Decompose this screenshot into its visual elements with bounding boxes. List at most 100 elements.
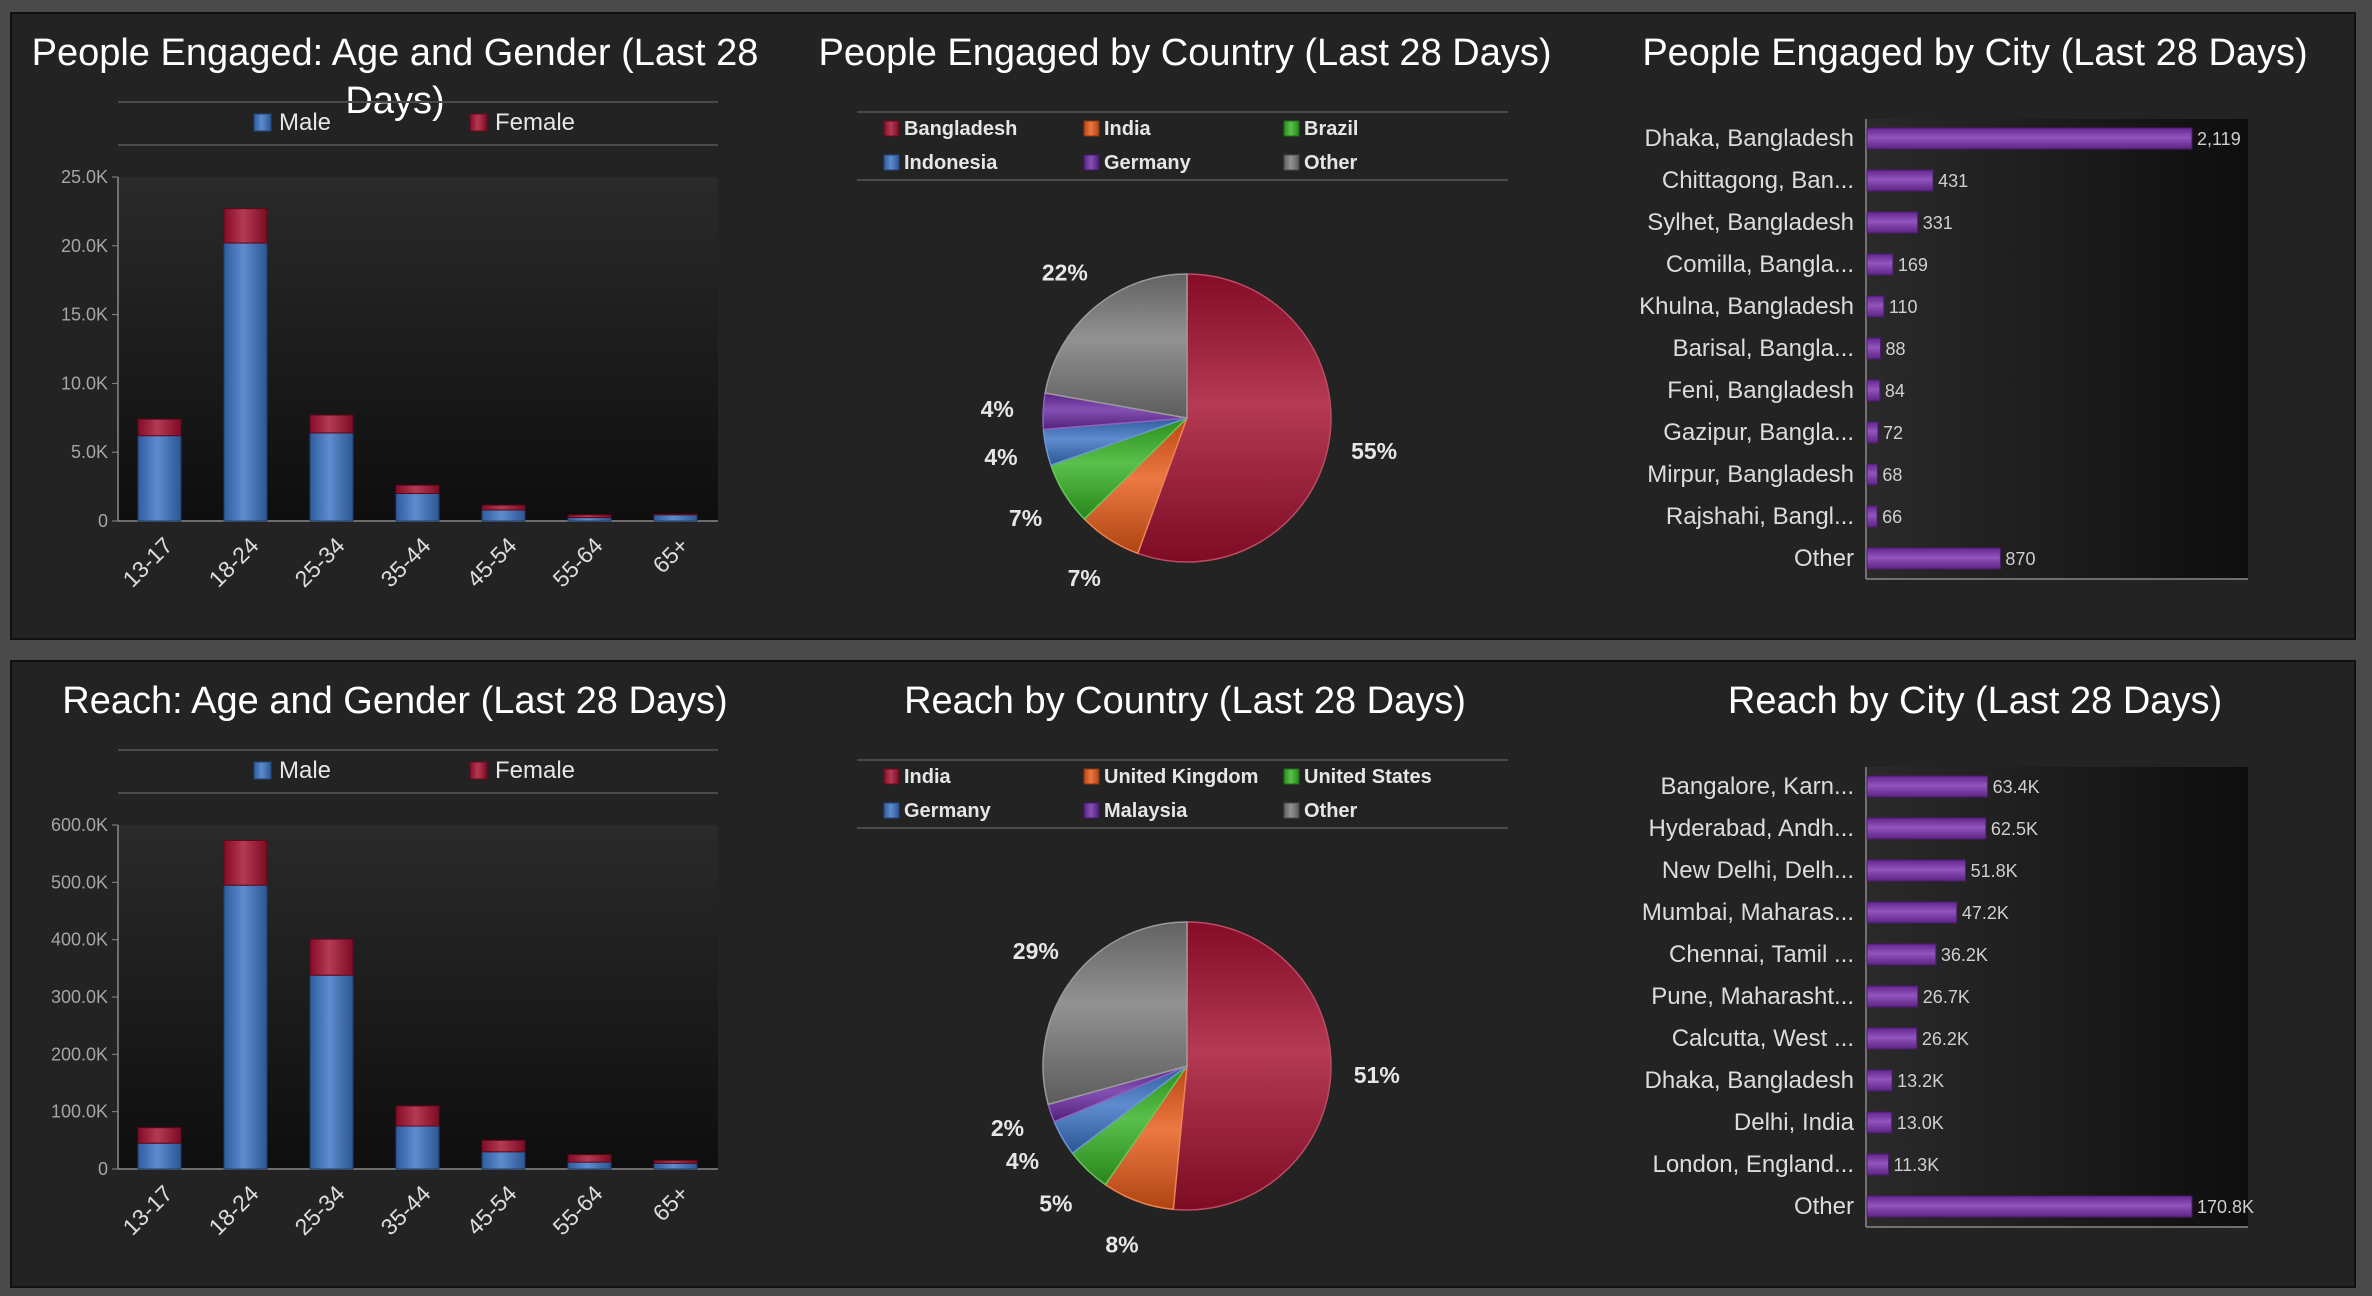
city-label: Calcutta, West ... bbox=[1672, 1025, 1854, 1052]
city-bar bbox=[1866, 985, 1919, 1008]
bar-value-label: 26.7K bbox=[1923, 987, 1970, 1007]
city-bar bbox=[1866, 463, 1878, 486]
y-tick-label: 100.0K bbox=[51, 1102, 108, 1122]
legend-label: Malaysia bbox=[1104, 800, 1188, 822]
bar-value-label: 110 bbox=[1889, 297, 1918, 317]
bar-segment-female bbox=[481, 504, 526, 511]
city-bar bbox=[1866, 547, 2001, 570]
bar-value-label: 13.2K bbox=[1897, 1071, 1944, 1091]
reach-charts-canvas: Reach: Age and Gender (Last 28 Days) Male… bbox=[51, 680, 2254, 1258]
bar-value-label: 63.4K bbox=[1993, 777, 2040, 797]
pie-slice bbox=[1136, 273, 1332, 563]
bar-segment-female bbox=[653, 513, 698, 516]
y-tick-label: 0 bbox=[98, 511, 108, 531]
legend-label: Indonesia bbox=[904, 152, 998, 174]
city-label: Mirpur, Bangladesh bbox=[1647, 461, 1854, 488]
city-label: Other bbox=[1794, 1193, 1854, 1220]
city-bar bbox=[1866, 211, 1919, 234]
city-bar bbox=[1866, 253, 1894, 276]
bar-value-label: 66 bbox=[1882, 507, 1902, 527]
city-bar bbox=[1866, 943, 1937, 966]
bar-segment-female bbox=[223, 839, 268, 886]
legend-swatch bbox=[1283, 802, 1300, 819]
y-tick-label: 20.0K bbox=[61, 236, 108, 256]
bar-segment-male bbox=[223, 242, 268, 522]
x-tick-label: 13-17 bbox=[118, 1180, 178, 1240]
legend-label: Germany bbox=[904, 800, 992, 822]
city-label: Pune, Maharasht... bbox=[1651, 983, 1854, 1010]
city-label: Gazipur, Bangla... bbox=[1663, 419, 1854, 446]
city-label: Dhaka, Bangladesh bbox=[1645, 1067, 1854, 1094]
bar-segment-male bbox=[223, 884, 268, 1170]
pie-percent-label: 8% bbox=[1105, 1232, 1138, 1258]
bar-segment-male bbox=[137, 435, 182, 522]
legend-swatch bbox=[469, 761, 488, 780]
bar-value-label: 170.8K bbox=[2197, 1197, 2254, 1217]
city-label: Mumbai, Maharas... bbox=[1642, 899, 1854, 926]
bar-segment-male bbox=[137, 1142, 182, 1170]
city-bar bbox=[1866, 127, 2193, 150]
y-tick-label: 25.0K bbox=[61, 167, 108, 187]
legend-label: Bangladesh bbox=[904, 118, 1017, 140]
bar-segment-male bbox=[567, 517, 612, 522]
engagement-panel: People Engaged: Age and Gender (Last 28 D… bbox=[10, 12, 2356, 640]
bar-value-label: 68 bbox=[1882, 465, 1902, 485]
pie-percent-label: 7% bbox=[1068, 565, 1101, 591]
legend-label: Other bbox=[1304, 152, 1358, 174]
y-tick-label: 0 bbox=[98, 1159, 108, 1179]
city-label: London, England... bbox=[1652, 1151, 1854, 1178]
pie-slice bbox=[1042, 921, 1188, 1106]
legend-label: United States bbox=[1304, 766, 1432, 788]
city-label: Other bbox=[1794, 545, 1854, 572]
city-label: Bangalore, Karn... bbox=[1661, 773, 1854, 800]
chart-title: People Engaged: Age and Gender (Last 28 D… bbox=[32, 32, 759, 122]
legend-swatch bbox=[1083, 768, 1100, 785]
legend-swatch bbox=[883, 154, 900, 171]
legend-swatch bbox=[1083, 120, 1100, 137]
bar-segment-male bbox=[653, 514, 698, 522]
city-bar bbox=[1866, 169, 1934, 192]
bar-value-label: 13.0K bbox=[1897, 1113, 1944, 1133]
pie-percent-label: 51% bbox=[1354, 1062, 1400, 1088]
bar-segment-male bbox=[567, 1161, 612, 1170]
bar-segment-female bbox=[309, 938, 354, 976]
city-bar bbox=[1866, 421, 1879, 444]
legend-swatch bbox=[1083, 802, 1100, 819]
bar-segment-male bbox=[395, 1125, 440, 1170]
legend-swatch bbox=[1283, 154, 1300, 171]
bar-value-label: 88 bbox=[1885, 339, 1905, 359]
city-label: Khulna, Bangladesh bbox=[1639, 293, 1854, 320]
pie-percent-label: 5% bbox=[1039, 1191, 1072, 1217]
pie-percent-label: 29% bbox=[1013, 938, 1059, 964]
legend-label: India bbox=[904, 766, 952, 788]
bar-segment-male bbox=[309, 432, 354, 522]
legend-swatch bbox=[253, 761, 272, 780]
city-bar bbox=[1866, 1195, 2193, 1218]
bar-segment-female bbox=[395, 484, 440, 494]
pie-slice bbox=[1044, 273, 1188, 419]
legend-swatch bbox=[883, 768, 900, 785]
legend-label: Female bbox=[495, 757, 575, 784]
y-tick-label: 15.0K bbox=[61, 305, 108, 325]
city-label: Barisal, Bangla... bbox=[1673, 335, 1854, 362]
pie-percent-label: 4% bbox=[981, 396, 1014, 422]
legend-swatch bbox=[1283, 120, 1300, 137]
legend-swatch bbox=[883, 802, 900, 819]
plot-background bbox=[1866, 767, 2248, 1227]
chart-title: People Engaged by City (Last 28 Days) bbox=[1642, 32, 2307, 74]
city-label: Rajshahi, Bangl... bbox=[1666, 503, 1854, 530]
city-label: Delhi, India bbox=[1734, 1109, 1855, 1136]
city-label: Comilla, Bangla... bbox=[1666, 251, 1854, 278]
legend-label: Male bbox=[279, 757, 331, 784]
bar-value-label: 431 bbox=[1938, 171, 1968, 191]
legend-label: India bbox=[1104, 118, 1152, 140]
x-tick-label: 25-34 bbox=[290, 1180, 350, 1240]
bar-value-label: 169 bbox=[1898, 255, 1928, 275]
y-tick-label: 5.0K bbox=[71, 442, 108, 462]
reach-panel: Reach: Age and Gender (Last 28 Days) Male… bbox=[10, 660, 2356, 1288]
city-bar bbox=[1866, 295, 1885, 318]
x-tick-label: 55-64 bbox=[548, 1180, 608, 1240]
pie-percent-label: 4% bbox=[984, 444, 1017, 470]
bar-segment-female bbox=[567, 514, 612, 519]
bar-value-label: 84 bbox=[1885, 381, 1905, 401]
